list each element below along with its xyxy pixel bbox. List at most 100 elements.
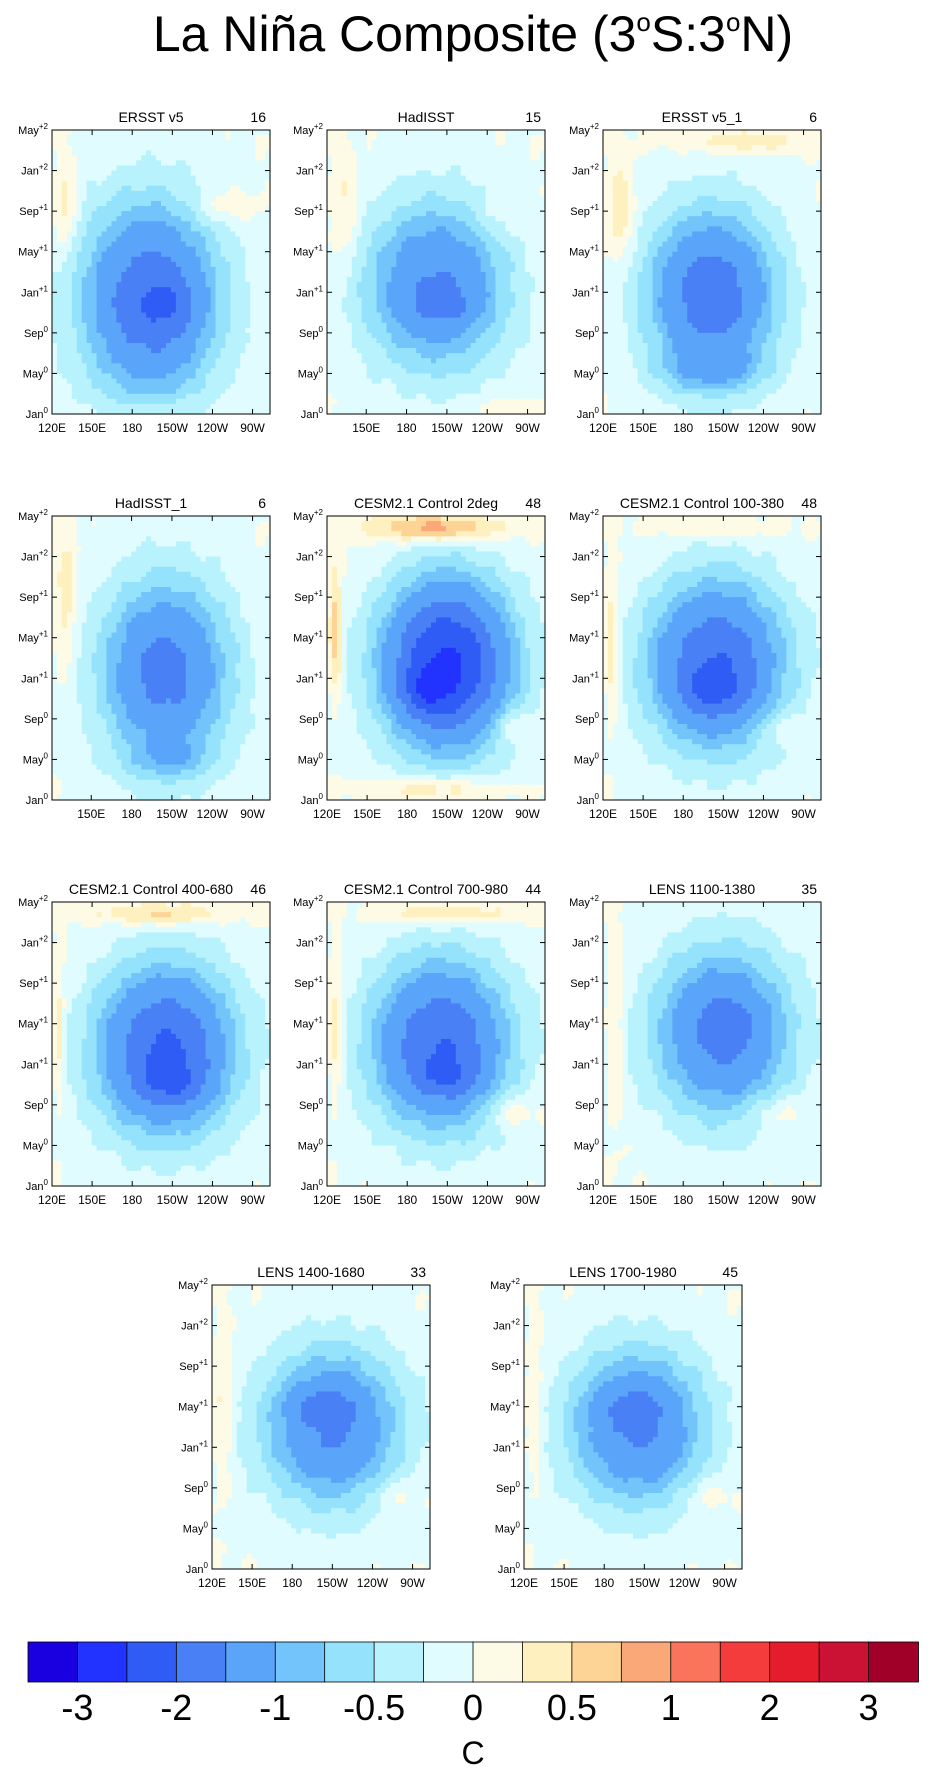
heatmap-cell	[352, 343, 358, 349]
heatmap-cell	[255, 389, 261, 395]
heatmap-cell	[240, 394, 246, 400]
heatmap-cell	[166, 297, 172, 303]
heatmap-cell	[181, 287, 187, 293]
heatmap-cell	[421, 318, 427, 324]
heatmap-cell	[171, 171, 177, 177]
heatmap-cell	[87, 242, 93, 248]
heatmap-cell	[176, 221, 182, 227]
heatmap-cell	[337, 338, 343, 344]
heatmap-cell	[431, 206, 437, 212]
heatmap-cell	[151, 145, 157, 151]
heatmap-cell	[441, 373, 447, 379]
heatmap-cell	[107, 333, 113, 339]
heatmap-cell	[476, 318, 482, 324]
heatmap-cell	[421, 379, 427, 385]
heatmap-cell	[396, 191, 402, 197]
heatmap-cell	[107, 206, 113, 212]
heatmap-cell	[520, 399, 526, 405]
heatmap-cell	[111, 323, 117, 329]
heatmap-cell	[156, 348, 162, 354]
heatmap-cell	[166, 287, 172, 293]
heatmap-cell	[201, 313, 207, 319]
heatmap-cell	[161, 384, 167, 390]
heatmap-cell	[201, 140, 207, 146]
heatmap-cell	[362, 368, 368, 374]
heatmap-cell	[260, 277, 266, 283]
heatmap-cell	[486, 130, 492, 136]
heatmap-cell	[136, 389, 142, 395]
heatmap-cell	[500, 287, 506, 293]
heatmap-cell	[116, 237, 122, 243]
heatmap-cell	[486, 216, 492, 222]
heatmap-cell	[77, 211, 83, 217]
heatmap-cell	[171, 196, 177, 202]
heatmap-cell	[500, 313, 506, 319]
heatmap-cell	[451, 201, 457, 207]
heatmap-cell	[116, 302, 122, 308]
heatmap-cell	[131, 389, 137, 395]
heatmap-cell	[161, 272, 167, 278]
heatmap-cell	[352, 262, 358, 268]
heatmap-cell	[382, 297, 388, 303]
heatmap-cell	[171, 308, 177, 314]
heatmap-cell	[151, 262, 157, 268]
heatmap-cell	[92, 267, 98, 273]
heatmap-cell	[67, 247, 73, 253]
heatmap-cell	[357, 196, 363, 202]
heatmap-cell	[171, 368, 177, 374]
heatmap-cell	[441, 201, 447, 207]
heatmap-cell	[505, 196, 511, 202]
heatmap-cell	[102, 358, 108, 364]
heatmap-cell	[131, 257, 137, 263]
heatmap-cell	[421, 272, 427, 278]
heatmap-cell	[421, 404, 427, 410]
heatmap-cell	[431, 166, 437, 172]
heatmap-cell	[161, 135, 167, 141]
heatmap-cell	[377, 308, 383, 314]
heatmap-cell	[67, 292, 73, 298]
heatmap-cell	[505, 166, 511, 172]
heatmap-cell	[396, 277, 402, 283]
heatmap-cell	[466, 242, 472, 248]
heatmap-cell	[426, 201, 432, 207]
heatmap-cell	[436, 302, 442, 308]
heatmap-cell	[362, 160, 368, 166]
heatmap-cell	[377, 231, 383, 237]
heatmap-cell	[136, 282, 142, 288]
heatmap-cell	[225, 140, 231, 146]
heatmap-cell	[255, 308, 261, 314]
heatmap-cell	[255, 328, 261, 334]
heatmap-cell	[191, 160, 197, 166]
heatmap-cell	[171, 287, 177, 293]
heatmap-cell	[441, 262, 447, 268]
heatmap-cell	[220, 308, 226, 314]
heatmap-cell	[386, 328, 392, 334]
heatmap-cell	[181, 394, 187, 400]
heatmap-cell	[352, 399, 358, 405]
heatmap-cell	[216, 201, 222, 207]
heatmap-cell	[146, 145, 152, 151]
heatmap-cell	[530, 181, 536, 187]
heatmap-cell	[456, 226, 462, 232]
heatmap-cell	[372, 155, 378, 161]
heatmap-cell	[486, 348, 492, 354]
heatmap-cell	[146, 394, 152, 400]
heatmap-cell	[471, 216, 477, 222]
heatmap-cell	[386, 308, 392, 314]
heatmap-cell	[141, 226, 147, 232]
heatmap-cell	[136, 186, 142, 192]
heatmap-cell	[161, 302, 167, 308]
heatmap-cell	[181, 226, 187, 232]
heatmap-cell	[362, 282, 368, 288]
heatmap-cell	[476, 211, 482, 217]
heatmap-cell	[206, 257, 212, 263]
heatmap-cell	[250, 211, 256, 217]
heatmap-cell	[332, 226, 338, 232]
heatmap-cell	[357, 176, 363, 182]
heatmap-cell	[362, 186, 368, 192]
heatmap-cell	[530, 353, 536, 359]
heatmap-cell	[181, 297, 187, 303]
heatmap-cell	[126, 257, 132, 263]
heatmap-cell	[116, 338, 122, 344]
heatmap-cell	[367, 292, 373, 298]
